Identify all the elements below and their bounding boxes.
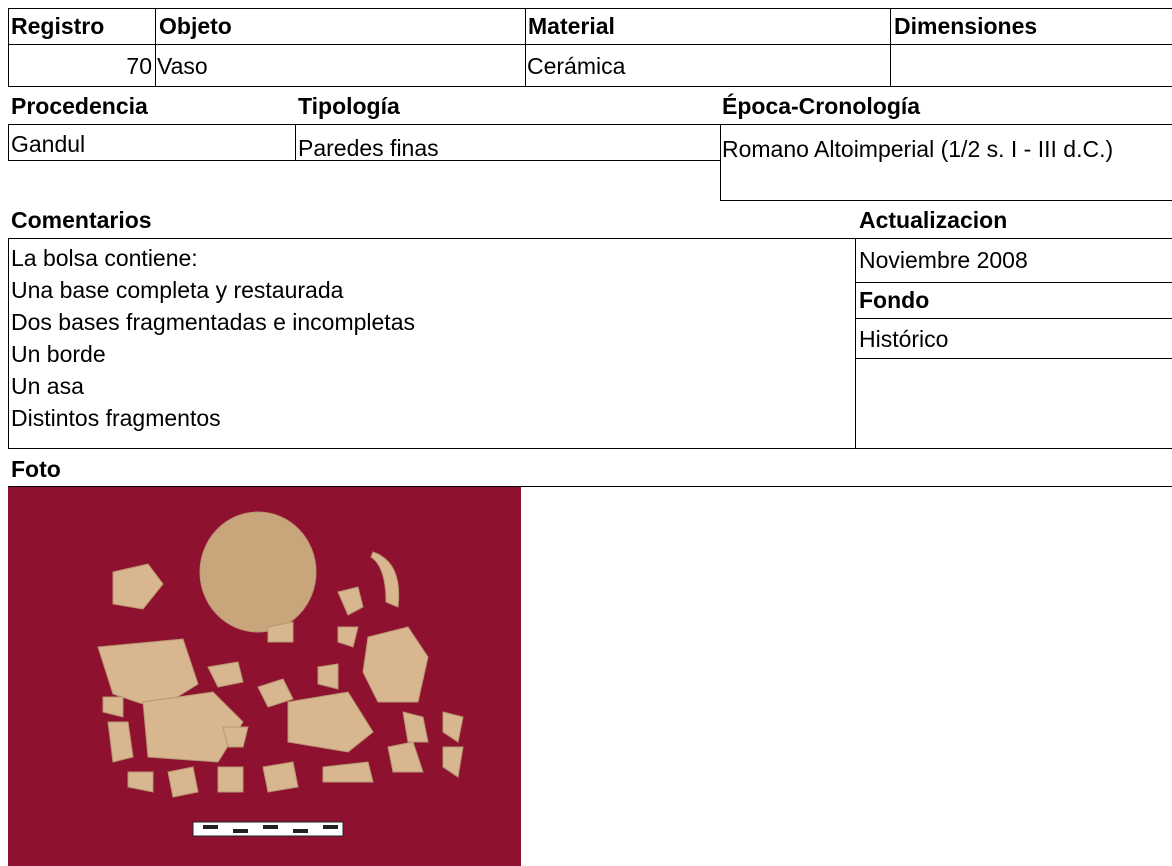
rule [8, 448, 1172, 449]
comment-line: La bolsa contiene: [11, 245, 198, 271]
rule [720, 124, 721, 200]
header: Foto [11, 456, 61, 482]
rule [8, 160, 720, 161]
header: Dimensiones [894, 13, 1038, 39]
rule [855, 318, 1172, 319]
cell: Gandul [11, 131, 86, 157]
rule [295, 124, 296, 160]
header: Registro [11, 13, 105, 39]
rule [8, 124, 1172, 125]
rule [855, 358, 1172, 359]
header: Época-Cronología [722, 93, 921, 119]
rule [720, 200, 1172, 201]
rule [8, 44, 1172, 45]
comment-line: Un borde [11, 341, 106, 367]
rule [890, 8, 891, 86]
photo [8, 487, 521, 866]
header: Objeto [159, 13, 232, 39]
rule [855, 238, 856, 448]
cell: Vaso [157, 53, 208, 79]
comment-line: Distintos fragmentos [11, 405, 221, 431]
rule [8, 86, 1172, 87]
rule [8, 238, 1172, 239]
cell: Histórico [859, 326, 949, 352]
cell: Noviembre 2008 [859, 247, 1028, 273]
header: Comentarios [11, 207, 152, 233]
cell: Cerámica [527, 53, 626, 79]
cell: 70 [126, 53, 152, 79]
rule [525, 8, 526, 86]
comment-line: Una base completa y restaurada [11, 277, 344, 303]
cell: Romano Altoimperial (1/2 s. I - III d.C.… [722, 136, 1114, 162]
header: Tipología [298, 93, 400, 119]
header: Material [528, 13, 615, 39]
rule [8, 8, 9, 86]
rule [8, 238, 9, 448]
rule [8, 486, 1172, 487]
comment-line: Un asa [11, 373, 84, 399]
cell: Paredes finas [298, 135, 439, 161]
rule [855, 282, 1172, 283]
header: Procedencia [11, 93, 148, 119]
rule [8, 8, 1172, 9]
header: Actualizacion [859, 207, 1008, 233]
comment-line: Dos bases fragmentadas e incompletas [11, 309, 415, 335]
rule [155, 8, 156, 86]
rule [8, 124, 9, 160]
header: Fondo [859, 287, 930, 313]
